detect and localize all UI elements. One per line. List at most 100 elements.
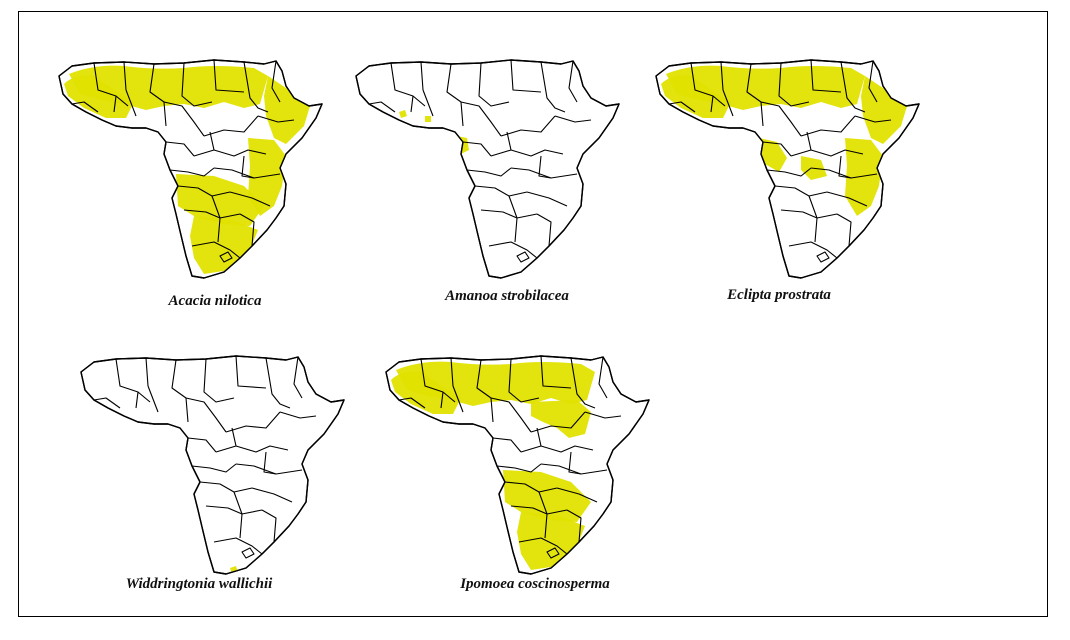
africa-map-widdringtonia [80,355,345,575]
country-border [570,357,596,409]
country-border [810,59,842,93]
country-border [460,101,502,137]
country-border [177,185,231,197]
country-border [810,167,878,179]
country-border [171,359,189,423]
country-border [233,491,243,539]
map-panel-widdringtonia [76,342,346,582]
country-border [191,241,241,259]
lesotho-border [219,251,233,263]
coastline [655,59,920,279]
country-border [806,131,812,151]
country-border [235,463,303,475]
country-border [480,209,538,219]
distribution-southern-africa [190,216,258,274]
country-border [235,355,267,389]
country-border [420,61,424,91]
country-border [710,95,714,113]
country-border [390,62,426,107]
country-border [209,131,215,151]
distribution-east-africa [845,138,883,216]
country-border [540,61,566,113]
country-border [149,63,167,127]
country-border [225,411,281,433]
country-border [540,463,608,475]
caption-ipomoea: Ipomoea coscinosperma [460,576,610,592]
country-border [241,155,255,179]
caption-amanoa: Amanoa strobilacea [445,288,569,304]
country-border [420,358,456,403]
distribution-southern-africa [517,512,585,570]
distribution-west-africa [64,75,134,118]
country-border [462,141,492,157]
country-border [774,185,828,197]
country-border [410,95,414,113]
country-border [476,359,494,423]
country-border [746,63,764,127]
country-border [690,62,726,107]
coastline [80,355,345,575]
country-border [530,411,586,433]
country-border [145,357,149,387]
country-border [398,397,426,409]
distribution-horn [264,76,310,144]
country-border [510,59,542,93]
country-border [518,537,568,555]
map-panel-eclipta [651,46,921,286]
country-border [93,397,121,409]
country-border [165,141,195,157]
country-border [474,185,528,197]
country-border [500,115,556,137]
country-border [510,505,568,515]
country-border [450,357,454,387]
country-border [488,241,538,259]
country-border [490,149,564,157]
country-border [496,463,542,473]
country-border [508,358,540,403]
country-border [826,191,868,207]
country-border [478,62,510,107]
country-border [506,131,512,151]
country-border [183,209,241,219]
country-border [93,62,129,107]
country-border [368,101,396,113]
distribution-southern-central [176,174,264,226]
country-border [536,427,542,447]
africa-landmass [355,59,620,279]
country-border [113,95,117,113]
coastline [385,355,650,575]
country-border [211,195,221,243]
country-border [536,213,552,247]
country-border [840,61,866,113]
africa-map-amanoa [355,59,620,279]
country-border [780,209,838,219]
country-border [668,101,696,113]
map-panel-acacia [54,46,324,286]
distribution-west-africa [661,75,731,118]
country-border [215,445,289,453]
country-border [293,356,303,399]
country-border [71,101,99,113]
country-border [123,61,127,91]
country-border [584,411,622,419]
lesotho-border [516,251,530,263]
country-border [169,167,215,177]
country-border [261,509,277,543]
country-border [147,385,159,413]
coastline [58,59,323,279]
country-border [540,355,572,389]
lesotho-border [546,547,560,559]
country-border [520,445,594,453]
country-border [265,357,291,409]
distribution-horn [861,76,907,144]
country-border [263,451,277,475]
africa-landmass [80,355,345,575]
map-panel-ipomoea [381,342,651,582]
caption-widdringtonia: Widdringtonia wallichii [125,576,273,592]
country-border [229,191,271,207]
country-border [788,241,838,259]
country-border [243,61,269,113]
country-border [203,358,235,403]
country-border [556,487,598,503]
country-border [778,62,810,107]
